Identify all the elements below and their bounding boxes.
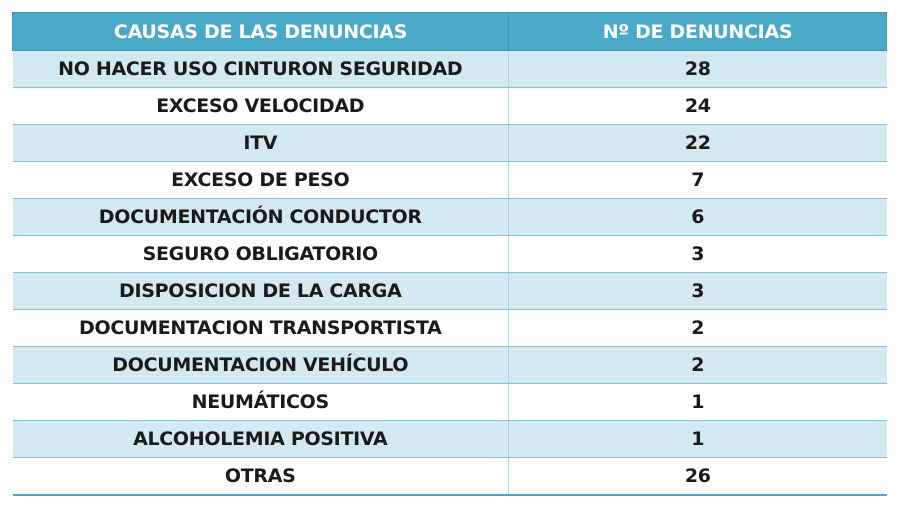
cause-cell: NO HACER USO CINTURON SEGURIDAD (12, 50, 509, 88)
table-body: NO HACER USO CINTURON SEGURIDAD 28 EXCESO … (12, 50, 887, 496)
denuncias-table: CAUSAS DE LAS DENUNCIAS Nº DE DENUNCIAS … (12, 12, 887, 496)
table-row: NEUMÁTICOS 1 (12, 383, 887, 421)
cause-cell: ALCOHOLEMIA POSITIVA (12, 420, 509, 458)
table-row: DOCUMENTACIÓN CONDUCTOR 6 (12, 198, 887, 236)
denuncias-table-container: CAUSAS DE LAS DENUNCIAS Nº DE DENUNCIAS … (12, 12, 887, 496)
table-row: SEGURO OBLIGATORIO 3 (12, 235, 887, 273)
table-row: DOCUMENTACION VEHÍCULO 2 (12, 346, 887, 384)
cause-cell: DOCUMENTACIÓN CONDUCTOR (12, 198, 509, 236)
count-cell: 2 (508, 309, 887, 347)
cause-cell: EXCESO DE PESO (12, 161, 509, 199)
table-row: EXCESO VELOCIDAD 24 (12, 87, 887, 125)
count-cell: 26 (508, 457, 887, 496)
cause-cell: DOCUMENTACION VEHÍCULO (12, 346, 509, 384)
cause-cell: NEUMÁTICOS (12, 383, 509, 421)
count-cell: 1 (508, 383, 887, 421)
count-cell: 22 (508, 124, 887, 162)
count-cell: 2 (508, 346, 887, 384)
count-cell: 3 (508, 235, 887, 273)
count-cell: 24 (508, 87, 887, 125)
count-cell: 1 (508, 420, 887, 458)
cause-cell: DOCUMENTACION TRANSPORTISTA (12, 309, 509, 347)
count-cell: 6 (508, 198, 887, 236)
header-row: CAUSAS DE LAS DENUNCIAS Nº DE DENUNCIAS (12, 12, 887, 51)
cause-cell: DISPOSICION DE LA CARGA (12, 272, 509, 310)
header-numero: Nº DE DENUNCIAS (508, 12, 887, 51)
count-cell: 28 (508, 50, 887, 88)
table-row: ALCOHOLEMIA POSITIVA 1 (12, 420, 887, 458)
cause-cell: EXCESO VELOCIDAD (12, 87, 509, 125)
table-row: NO HACER USO CINTURON SEGURIDAD 28 (12, 50, 887, 88)
table-row: DOCUMENTACION TRANSPORTISTA 2 (12, 309, 887, 347)
cause-cell: OTRAS (12, 457, 509, 496)
table-row: DISPOSICION DE LA CARGA 3 (12, 272, 887, 310)
table-header: CAUSAS DE LAS DENUNCIAS Nº DE DENUNCIAS (12, 12, 887, 51)
header-causas: CAUSAS DE LAS DENUNCIAS (12, 12, 509, 51)
table-row: OTRAS 26 (12, 457, 887, 496)
table-row: EXCESO DE PESO 7 (12, 161, 887, 199)
count-cell: 3 (508, 272, 887, 310)
table-row: ITV 22 (12, 124, 887, 162)
cause-cell: SEGURO OBLIGATORIO (12, 235, 509, 273)
cause-cell: ITV (12, 124, 509, 162)
count-cell: 7 (508, 161, 887, 199)
